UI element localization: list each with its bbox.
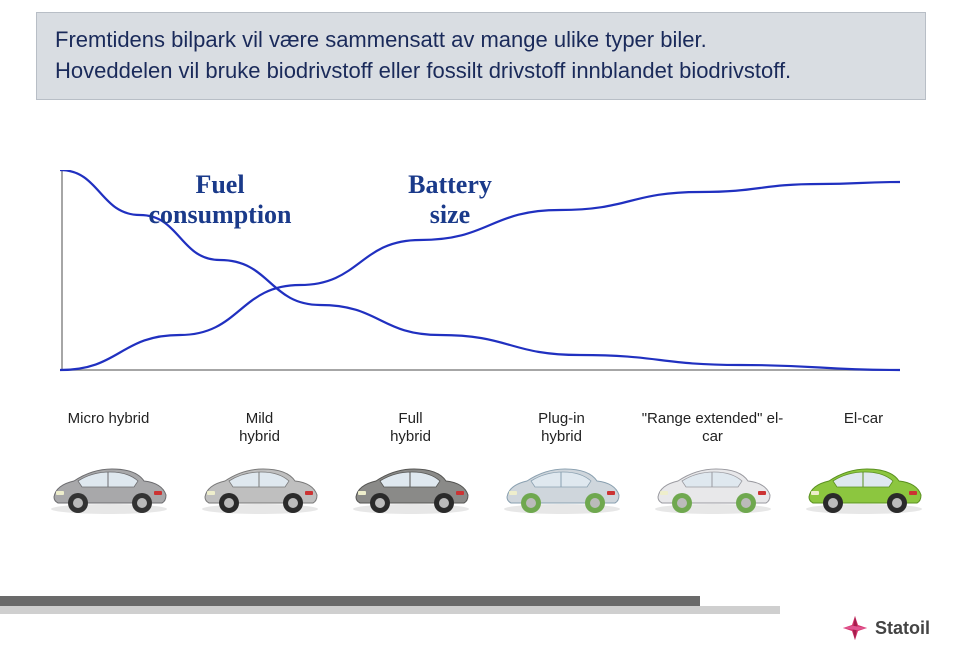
battery-label-line1: Battery bbox=[390, 170, 510, 200]
category-label: El-car bbox=[844, 410, 883, 448]
fuel-label-line1: Fuel bbox=[130, 170, 310, 200]
category-label: Fullhybrid bbox=[390, 410, 431, 448]
logo: Statoil bbox=[841, 614, 930, 642]
header-line-1: Fremtidens bilpark vil være sammensatt a… bbox=[55, 25, 907, 56]
category-label: Mildhybrid bbox=[239, 410, 280, 448]
battery-label-line2: size bbox=[390, 200, 510, 230]
header-line-2: Hoveddelen vil bruke biodrivstoff eller … bbox=[55, 56, 907, 87]
category-column: Micro hybrid bbox=[36, 410, 181, 522]
logo-star-icon bbox=[841, 614, 869, 642]
fuel-label-line2: consumption bbox=[130, 200, 310, 230]
category-column: Plug-inhybrid bbox=[489, 410, 634, 522]
logo-text: Statoil bbox=[875, 618, 930, 639]
category-column: Mildhybrid bbox=[187, 410, 332, 522]
car-image bbox=[190, 452, 330, 522]
car-image bbox=[39, 452, 179, 522]
car-image bbox=[492, 452, 632, 522]
header-box: Fremtidens bilpark vil være sammensatt a… bbox=[36, 12, 926, 100]
category-column: Fullhybrid bbox=[338, 410, 483, 522]
car-image bbox=[341, 452, 481, 522]
chart-area: Fuel consumption Battery size bbox=[60, 170, 900, 390]
footer-bar-light bbox=[0, 606, 780, 614]
car-image bbox=[794, 452, 934, 522]
car-image bbox=[643, 452, 783, 522]
fuel-label: Fuel consumption bbox=[130, 170, 310, 230]
category-column: "Range extended" el-car bbox=[640, 410, 785, 522]
category-label: "Range extended" el-car bbox=[642, 410, 784, 448]
category-row: Micro hybrid Mildhybrid Fullhybrid Plug-inh… bbox=[36, 410, 936, 522]
footer-bar-dark bbox=[0, 596, 700, 606]
category-label: Plug-inhybrid bbox=[538, 410, 585, 448]
category-column: El-car bbox=[791, 410, 936, 522]
category-label: Micro hybrid bbox=[68, 410, 150, 448]
battery-label: Battery size bbox=[390, 170, 510, 230]
